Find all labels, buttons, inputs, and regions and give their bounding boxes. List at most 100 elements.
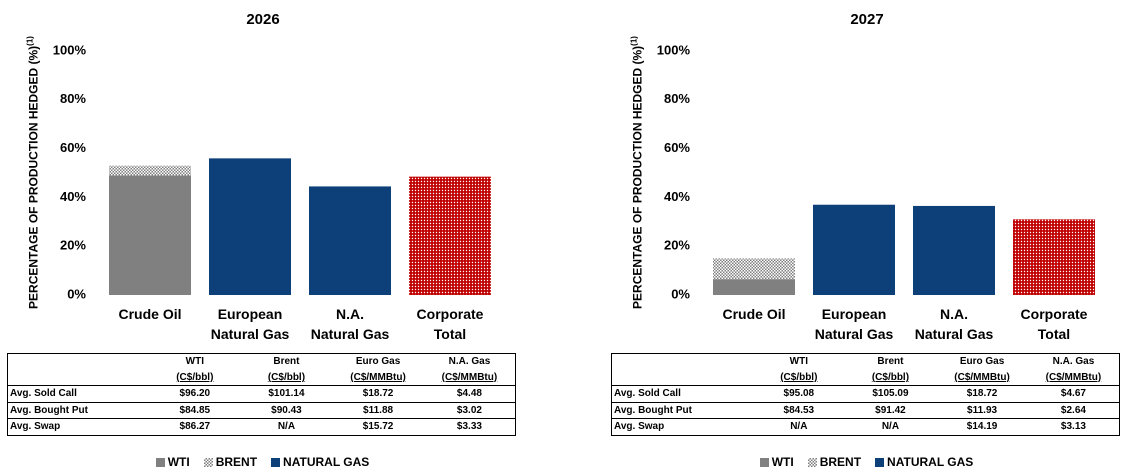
table-cell: $18.72: [936, 385, 1028, 403]
y-axis-label-note: (1): [25, 36, 35, 46]
table-cell: $11.93: [936, 402, 1028, 419]
table-header-row: WTI Brent Euro Gas N.A. Gas: [612, 354, 1120, 370]
table-cell: $86.27: [149, 418, 241, 436]
y-tick-label: 80%: [60, 91, 86, 106]
table-cell: N/A: [753, 418, 845, 436]
table-unit: (C$/MMBtu): [936, 369, 1028, 386]
legend-label: NATURAL GAS: [887, 455, 974, 469]
x-tick-label: Corporate Total: [1020, 306, 1088, 342]
table-column-header: Brent: [877, 356, 904, 368]
table-column-header: Euro Gas: [355, 356, 401, 368]
table-header-row: WTI Brent Euro Gas N.A. Gas: [8, 354, 516, 370]
table-cell: $3.33: [423, 418, 516, 436]
y-tick-label: 100%: [53, 42, 87, 57]
y-tick-label: 0%: [67, 286, 86, 301]
x-tick-label: European Natural Gas: [210, 306, 290, 342]
legend: WTI BRENT NATURAL GAS: [604, 455, 1123, 469]
legend-swatch: [759, 457, 769, 467]
table-row-label: Avg. Bought Put: [611, 402, 753, 419]
legend-swatch: [203, 457, 213, 467]
legend-item: NATURAL GAS: [875, 455, 973, 469]
table-row: Avg. Sold Call $95.08 $105.09 $18.72 $4.67: [611, 385, 1120, 403]
y-axis-label-text: PERCENTAGE OF PRODUCTION HEDGED (%): [26, 45, 41, 309]
table-cell: N/A: [240, 418, 333, 436]
y-axis-label: PERCENTAGE OF PRODUCTION HEDGED (%)(1): [26, 23, 41, 323]
bar-segment: [409, 176, 491, 295]
table-cell: $2.64: [1027, 402, 1120, 419]
y-axis-label-note: (1): [629, 36, 639, 46]
table-cell: $11.88: [332, 402, 424, 419]
legend-item: BRENT: [807, 455, 862, 469]
legend-item: NATURAL GAS: [271, 455, 369, 469]
table-unit: (C$/bbl): [240, 369, 333, 386]
y-tick-label: 80%: [664, 91, 690, 106]
table-unit: (C$/bbl): [753, 369, 845, 386]
table-cell: $15.72: [332, 418, 424, 436]
y-tick-label: 20%: [60, 238, 86, 253]
price-table: WTI Brent Euro Gas N.A. Gas (C$/bbl) (C$/bbl)…: [7, 353, 516, 436]
bar-segment: [109, 175, 191, 295]
legend-label: NATURAL GAS: [283, 455, 370, 469]
bar-segment: [913, 205, 995, 295]
bar-segment: [1013, 219, 1095, 295]
table-corner: [8, 354, 150, 370]
table-corner: [611, 369, 753, 386]
table-cell: $91.42: [844, 402, 937, 419]
table-cell: $84.53: [753, 402, 845, 419]
chart-title: 2026: [246, 11, 279, 28]
table-cell: $84.85: [149, 402, 241, 419]
table-cell: $95.08: [753, 385, 845, 403]
table-cell: N/A: [844, 418, 937, 436]
x-tick-label: Crude Oil: [118, 306, 182, 322]
table-cell: $3.02: [423, 402, 516, 419]
table-row-label: Avg. Swap: [611, 418, 753, 436]
table-cell: $4.67: [1027, 385, 1120, 403]
table-units-row: (C$/bbl) (C$/bbl) (C$/MMBtu) (C$/MMBtu): [611, 369, 1120, 386]
y-tick-label: 40%: [60, 189, 86, 204]
y-tick-label: 100%: [657, 42, 691, 57]
table-unit: (C$/bbl): [844, 369, 937, 386]
table-cell: $96.20: [149, 385, 241, 403]
table-corner: [612, 354, 754, 370]
table-cell: $3.13: [1027, 418, 1120, 436]
legend-label: WTI: [771, 455, 794, 469]
x-tick-label: N.A. Natural Gas: [914, 306, 994, 342]
table-row: Avg. Bought Put $84.85 $90.43 $11.88 $3.02: [7, 402, 516, 419]
table-row: Avg. Sold Call $96.20 $101.14 $18.72 $4.48: [7, 385, 516, 403]
table-cell: $14.19: [936, 418, 1028, 436]
bar-segment: [813, 204, 895, 295]
legend-label: BRENT: [819, 455, 862, 469]
price-table: WTI Brent Euro Gas N.A. Gas (C$/bbl) (C$/bbl)…: [611, 353, 1120, 436]
table-column-header: WTI: [789, 356, 808, 368]
y-tick-label: 40%: [664, 189, 690, 204]
x-tick-label: Crude Oil: [722, 306, 786, 322]
y-axis-label-text: PERCENTAGE OF PRODUCTION HEDGED (%): [630, 45, 645, 309]
bar-segment: [713, 279, 795, 295]
legend-swatch: [875, 457, 885, 467]
table-cell: $101.14: [240, 385, 333, 403]
table-cell: $90.43: [240, 402, 333, 419]
y-tick-label: 60%: [60, 140, 86, 155]
bar-segment: [209, 158, 291, 295]
table-unit: (C$/MMBtu): [423, 369, 516, 386]
table-row-label: Avg. Bought Put: [7, 402, 149, 419]
y-tick-label: 0%: [671, 286, 690, 301]
bar-segment: [713, 258, 795, 280]
x-tick-label: European Natural Gas: [814, 306, 894, 342]
table-row: Avg. Swap N/A N/A $14.19 $3.13: [611, 418, 1120, 436]
legend-item: WTI: [759, 455, 794, 469]
bar-segment: [109, 165, 191, 176]
legend: WTI BRENT NATURAL GAS: [0, 455, 525, 469]
table-cell: $105.09: [844, 385, 937, 403]
legend-swatch: [271, 457, 281, 467]
table-column-header: Brent: [273, 356, 300, 368]
table-column-header: N.A. Gas: [448, 356, 491, 368]
bar-segment: [309, 186, 391, 295]
legend-swatch: [155, 457, 165, 467]
table-row-label: Avg. Swap: [7, 418, 149, 436]
x-tick-label: Corporate Total: [416, 306, 484, 342]
table-units-row: (C$/bbl) (C$/bbl) (C$/MMBtu) (C$/MMBtu): [7, 369, 516, 386]
table-row-label: Avg. Sold Call: [611, 385, 753, 403]
